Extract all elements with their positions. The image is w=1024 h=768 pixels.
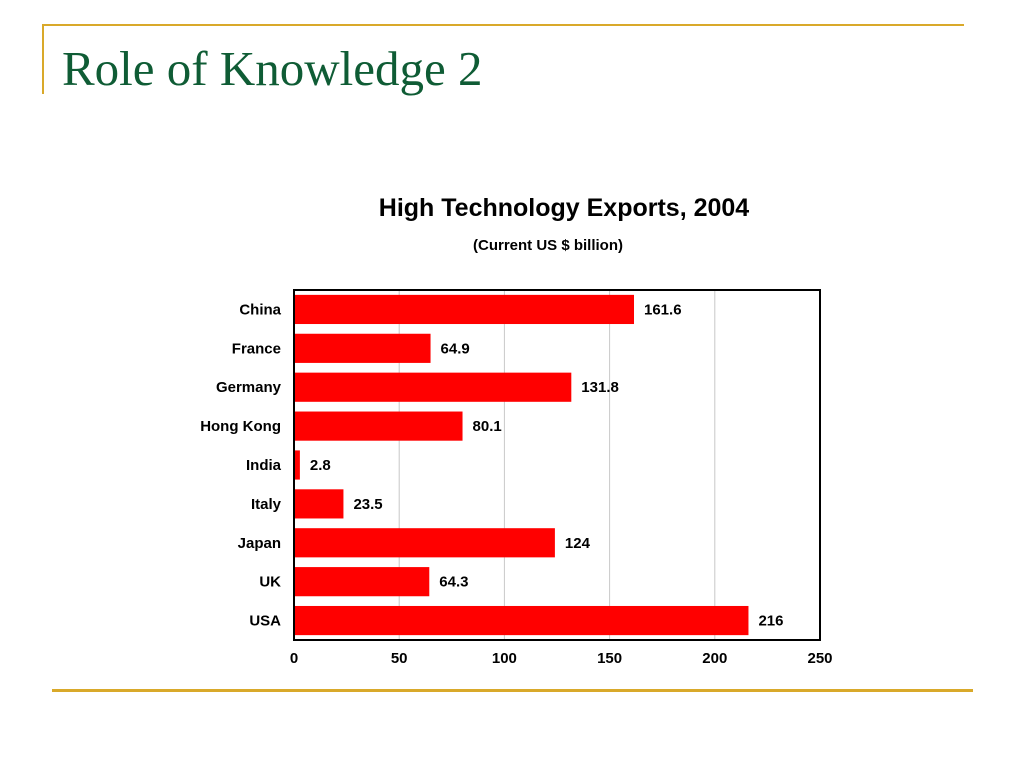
value-label: 64.3 — [439, 574, 468, 591]
value-label: 131.8 — [581, 379, 619, 396]
category-label: USA — [249, 613, 281, 630]
category-label: Japan — [238, 535, 281, 552]
category-label: Hong Kong — [200, 418, 281, 435]
accent-rule-left — [42, 24, 44, 94]
value-label: 216 — [758, 613, 783, 630]
value-label: 23.5 — [353, 496, 382, 513]
value-label: 124 — [565, 535, 591, 552]
bar-japan — [294, 528, 555, 558]
x-tick-label: 0 — [290, 650, 298, 667]
x-tick-label: 100 — [492, 650, 517, 667]
plot-frame — [293, 289, 821, 641]
x-tick-label: 150 — [597, 650, 622, 667]
category-label: France — [232, 340, 281, 357]
bar-germany — [294, 372, 572, 402]
accent-rule-bottom — [52, 689, 973, 692]
value-label: 161.6 — [644, 301, 682, 318]
bar-china — [294, 294, 635, 325]
labels: 0 50 100 150 200 250 China 161.6 France 64.9 Germa… — [200, 301, 832, 667]
x-tick-label: 200 — [702, 650, 727, 667]
category-label: China — [239, 301, 281, 318]
bar-france — [294, 333, 431, 363]
category-label: UK — [259, 574, 281, 591]
bar-italy — [294, 489, 344, 519]
value-label: 80.1 — [473, 418, 502, 435]
x-tick-label: 50 — [391, 650, 408, 667]
category-label: India — [246, 457, 282, 474]
chart-subtitle: (Current US $ billion) — [473, 237, 623, 254]
value-label: 2.8 — [310, 457, 331, 474]
x-tick-label: 250 — [807, 650, 832, 667]
category-label: Italy — [251, 496, 282, 513]
bar-uk — [294, 567, 430, 597]
accent-rule-top — [42, 24, 964, 26]
slide-title: Role of Knowledge 2 — [62, 41, 483, 96]
bars — [294, 294, 749, 636]
bar-india — [294, 450, 300, 480]
value-label: 64.9 — [441, 340, 470, 357]
category-label: Germany — [216, 379, 282, 396]
bar-usa — [294, 605, 749, 636]
chart-title: High Technology Exports, 2004 — [379, 194, 750, 222]
bar-hong-kong — [294, 411, 463, 441]
